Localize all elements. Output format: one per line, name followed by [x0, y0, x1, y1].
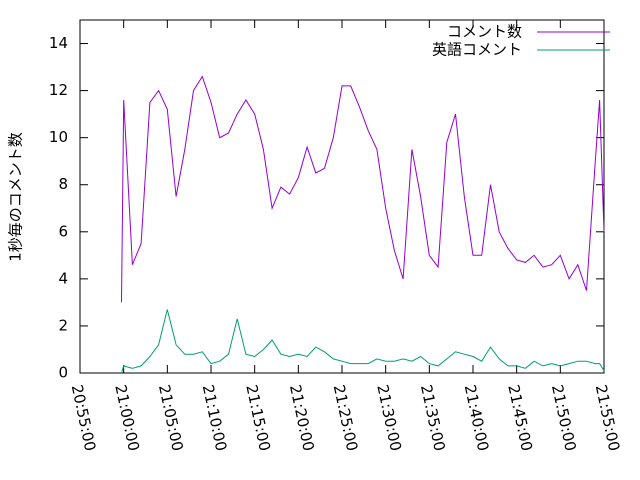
y-tick-label: 8	[58, 175, 68, 193]
x-tick-label: 21:20:00	[286, 383, 318, 453]
x-tick-label: 21:10:00	[199, 383, 231, 453]
line-series	[121, 75, 605, 303]
y-tick-label: 4	[58, 269, 68, 287]
x-tick-label: 21:55:00	[592, 383, 624, 453]
x-tick-label: 21:00:00	[111, 383, 143, 453]
line-series	[121, 309, 605, 374]
y-tick-label: 12	[49, 81, 68, 99]
legend-label: コメント数	[447, 23, 522, 41]
y-tick-label: 0	[58, 364, 68, 382]
x-tick-label: 21:15:00	[242, 383, 274, 453]
y-tick-label: 10	[49, 128, 68, 146]
x-tick-label: 21:35:00	[417, 383, 449, 453]
x-tick-label: 21:40:00	[461, 383, 493, 453]
x-tick-label: 21:30:00	[373, 383, 405, 453]
x-tick-label: 21:50:00	[548, 383, 580, 453]
legend-label: 英語コメント	[432, 41, 522, 59]
x-tick-label: 21:25:00	[330, 383, 362, 453]
y-tick-label: 14	[49, 34, 68, 52]
x-tick-label: 21:45:00	[504, 383, 536, 453]
x-tick-label: 20:55:00	[68, 383, 100, 453]
y-tick-label: 6	[58, 222, 68, 240]
x-tick-label: 21:05:00	[155, 383, 187, 453]
plot-frame	[79, 19, 605, 374]
y-tick-label: 2	[58, 316, 68, 334]
y-axis-label: 1秒毎のコメント数	[7, 132, 25, 262]
